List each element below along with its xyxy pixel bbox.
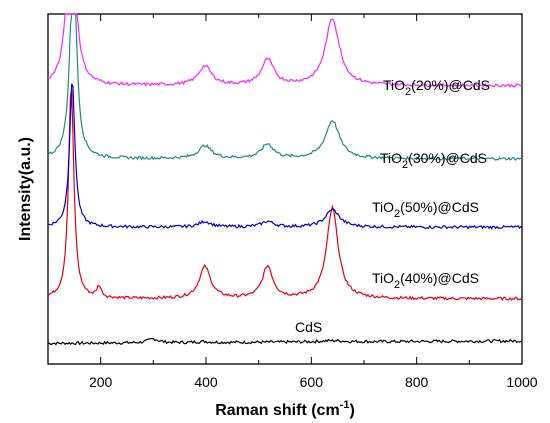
series-line [47, 13, 523, 161]
series-label: TiO2(40%)@CdS [372, 270, 479, 291]
series-line [47, 13, 523, 88]
series-label-main: TiO [383, 77, 405, 93]
series-label-sub: 2 [405, 86, 411, 98]
series-label: TiO2(50%)@CdS [372, 199, 479, 220]
series-label-main: TiO [372, 199, 394, 215]
y-axis-title: Intensity(a.u.) [17, 137, 34, 241]
series-label-sub: 2 [394, 208, 400, 220]
series-line [47, 338, 523, 346]
series-label-main: TiO [380, 150, 402, 166]
series-label: TiO2(20%)@CdS [383, 77, 490, 98]
series-labels: CdSTiO2(40%)@CdSTiO2(50%)@CdSTiO2(30%)@C… [295, 77, 490, 335]
series-label: TiO2(30%)@CdS [380, 150, 487, 171]
series-label-rest: (20%)@CdS [411, 77, 490, 93]
curves [47, 13, 523, 346]
series-label-sub: 2 [402, 159, 408, 171]
series-line [47, 83, 523, 230]
plot-frame [47, 13, 523, 365]
x-tick-label: 400 [194, 374, 218, 390]
x-axis-title: Raman shift (cm-1) [215, 399, 355, 419]
x-tick-label: 800 [405, 374, 429, 390]
series-label-rest: (30%)@CdS [408, 150, 487, 166]
series-label-rest: (50%)@CdS [400, 199, 479, 215]
series-label-rest: (40%)@CdS [400, 270, 479, 286]
x-tick-label: 1000 [506, 374, 537, 390]
x-ticks: 200 400 600 800 1000 [47, 14, 538, 390]
series-label-main: TiO [372, 270, 394, 286]
x-axis-title-main: Raman shift (cm [215, 402, 339, 419]
series-label-main: CdS [295, 319, 322, 335]
x-tick-label: 200 [89, 374, 113, 390]
series-line [47, 89, 523, 302]
series-label-sub: 2 [394, 279, 400, 291]
x-axis-title-close: ) [349, 402, 354, 419]
x-tick-label: 600 [300, 374, 324, 390]
series-label: CdS [295, 319, 322, 335]
x-axis-title-sup: -1 [340, 399, 350, 411]
